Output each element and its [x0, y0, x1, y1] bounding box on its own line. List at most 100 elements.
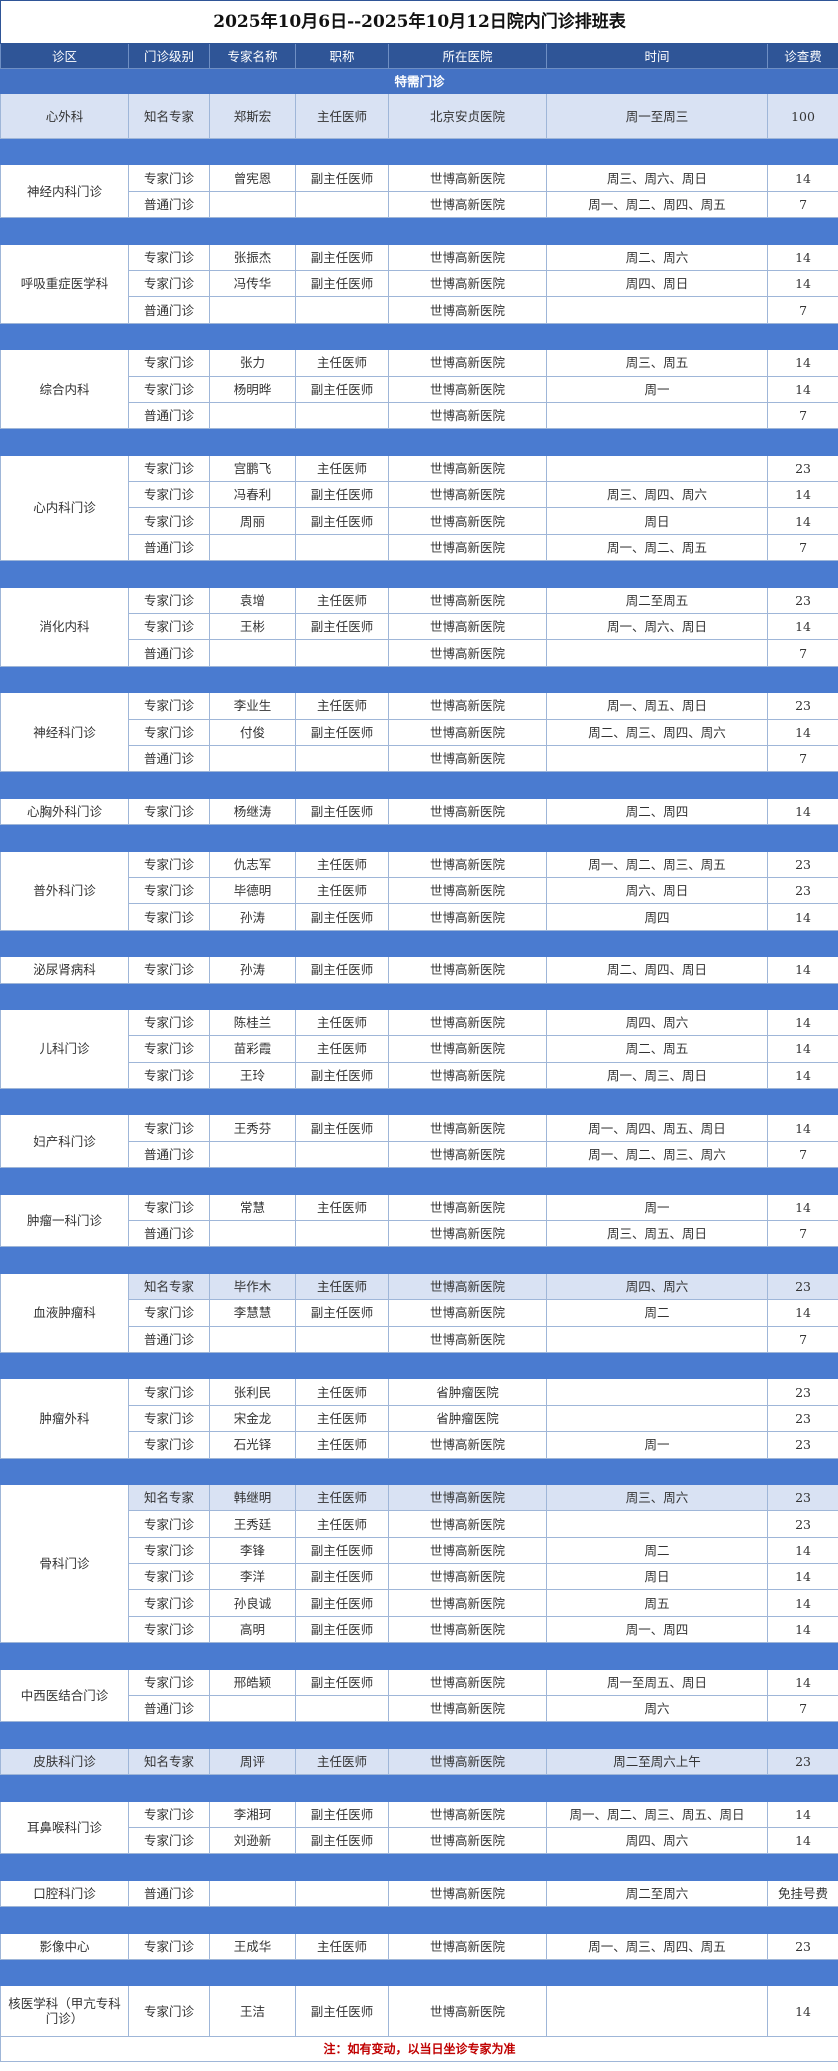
job-title: 主任医师	[295, 1035, 389, 1063]
schedule-row: 专家门诊 宋金龙 主任医师 省肿瘤医院 23	[1, 1404, 838, 1433]
department: 中西医结合门诊	[0, 1668, 129, 1723]
separator-cell	[0, 1853, 838, 1881]
hospital: 世博高新医院	[388, 956, 547, 984]
section-label: 特需门诊	[0, 68, 838, 94]
column-header: 诊区	[0, 43, 129, 69]
schedule-row: 专家门诊 李洋 副主任医师 世博高新医院 周日 14	[1, 1563, 838, 1591]
job-title: 副主任医师	[295, 797, 389, 826]
expert-name: 陈桂兰	[209, 1008, 296, 1037]
time	[546, 1404, 768, 1433]
level: 专家门诊	[128, 1826, 210, 1855]
job-title: 主任医师	[295, 1193, 389, 1222]
level: 普通门诊	[128, 744, 210, 773]
time: 周三、周四、周六	[546, 481, 768, 509]
department: 皮肤科门诊	[0, 1747, 129, 1776]
expert-name: 李湘珂	[209, 1800, 296, 1829]
fee: 7	[766, 1220, 838, 1248]
time	[546, 744, 768, 773]
time	[546, 1325, 768, 1353]
separator-cell	[0, 137, 838, 166]
fee: 23	[766, 1404, 838, 1433]
hospital: 世博高新医院	[388, 1536, 547, 1565]
level: 知名专家	[128, 93, 210, 139]
hospital: 世博高新医院	[388, 349, 547, 377]
hospital: 世博高新医院	[388, 1879, 547, 1908]
time: 周五	[546, 1589, 768, 1617]
schedule-row: 儿科门诊 专家门诊 陈桂兰 主任医师 世博高新医院 周四、周六 14	[0, 1008, 838, 1090]
fee: 14	[766, 481, 838, 509]
separator-row	[0, 929, 838, 958]
expert-name: 孙涛	[209, 903, 296, 931]
time: 周一	[546, 1431, 768, 1459]
hospital: 世博高新医院	[388, 692, 547, 720]
separator-row	[0, 1906, 838, 1934]
hospital: 世博高新医院	[388, 1035, 547, 1063]
level: 普通门诊	[128, 296, 210, 324]
fee: 23	[766, 692, 838, 720]
schedule-row: 普通门诊 世博高新医院 7	[1, 296, 838, 324]
job-title: 副主任医师	[295, 718, 389, 746]
hospital: 世博高新医院	[388, 1483, 547, 1512]
hospital: 世博高新医院	[388, 1985, 547, 2038]
expert-name	[209, 1325, 296, 1353]
hospital: 世博高新医院	[388, 164, 547, 192]
separator-cell	[0, 929, 838, 958]
level: 专家门诊	[128, 1035, 210, 1063]
job-title: 副主任医师	[295, 375, 389, 403]
schedule-row: 核医学科（甲亢专科门诊） 专家门诊 王洁 副主任医师 世博高新医院 14	[0, 1985, 838, 2038]
level: 专家门诊	[128, 1510, 210, 1538]
job-title: 主任医师	[295, 586, 389, 615]
schedule-row: 专家门诊 孙良诚 副主任医师 世博高新医院 周五 14	[1, 1589, 838, 1617]
schedule-row: 消化内科 专家门诊 袁增 主任医师 世博高新医院 周二至周五 23	[0, 586, 838, 667]
separator-row	[0, 1958, 838, 1987]
level: 专家门诊	[128, 269, 210, 298]
separator-cell	[0, 560, 838, 588]
time: 周一至周五、周日	[546, 1668, 768, 1697]
time: 周一、周五、周日	[546, 692, 768, 720]
hospital: 世博高新医院	[388, 481, 547, 509]
table-title: 2025年10月6日--2025年10月12日院内门诊排班表	[0, 0, 838, 44]
job-title	[295, 639, 389, 667]
expert-name: 袁增	[209, 586, 296, 615]
time	[546, 639, 768, 667]
hospital: 世博高新医院	[388, 1008, 547, 1037]
schedule-row: 普通门诊 世博高新医院 周三、周五、周日 7	[1, 1220, 838, 1248]
expert-name: 宫鹏飞	[209, 454, 296, 483]
hospital: 北京安贞医院	[388, 93, 547, 139]
job-title	[295, 1695, 389, 1723]
hospital: 世博高新医院	[388, 718, 547, 746]
time: 周六	[546, 1695, 768, 1723]
time: 周一、周四	[546, 1615, 768, 1644]
fee: 14	[766, 1800, 838, 1829]
level: 知名专家	[128, 1483, 210, 1512]
separator-row	[0, 217, 838, 245]
job-title: 副主任医师	[295, 1826, 389, 1855]
schedule-row: 口腔科门诊 普通门诊 世博高新医院 周二至周六 免挂号费	[0, 1879, 838, 1908]
level: 专家门诊	[128, 613, 210, 641]
level: 专家门诊	[128, 1061, 210, 1090]
separator-row	[0, 137, 838, 166]
schedule-row: 妇产科门诊 专家门诊 王秀芬 副主任医师 世博高新医院 周一、周四、周五、周日 14	[0, 1114, 838, 1169]
department: 影像中心	[0, 1932, 129, 1960]
fee: 14	[766, 1563, 838, 1591]
fee: 14	[766, 797, 838, 826]
department: 心外科	[0, 93, 129, 139]
fee: 14	[766, 243, 838, 271]
level: 专家门诊	[128, 349, 210, 377]
hospital: 世博高新医院	[388, 1299, 547, 1327]
separator-row	[0, 322, 838, 351]
fee: 14	[766, 903, 838, 931]
job-title: 副主任医师	[295, 1800, 389, 1829]
fee: 14	[766, 718, 838, 746]
expert-name: 李慧慧	[209, 1299, 296, 1327]
expert-name: 韩继明	[209, 1483, 296, 1512]
fee: 14	[766, 349, 838, 377]
fee: 23	[766, 1483, 838, 1512]
expert-name: 杨明晔	[209, 375, 296, 403]
level: 专家门诊	[128, 454, 210, 483]
hospital: 世博高新医院	[388, 1932, 547, 1960]
fee: 23	[766, 1272, 838, 1301]
separator-row	[0, 1167, 838, 1195]
expert-name: 邢皓颖	[209, 1668, 296, 1697]
department: 呼吸重症医学科	[0, 243, 129, 324]
